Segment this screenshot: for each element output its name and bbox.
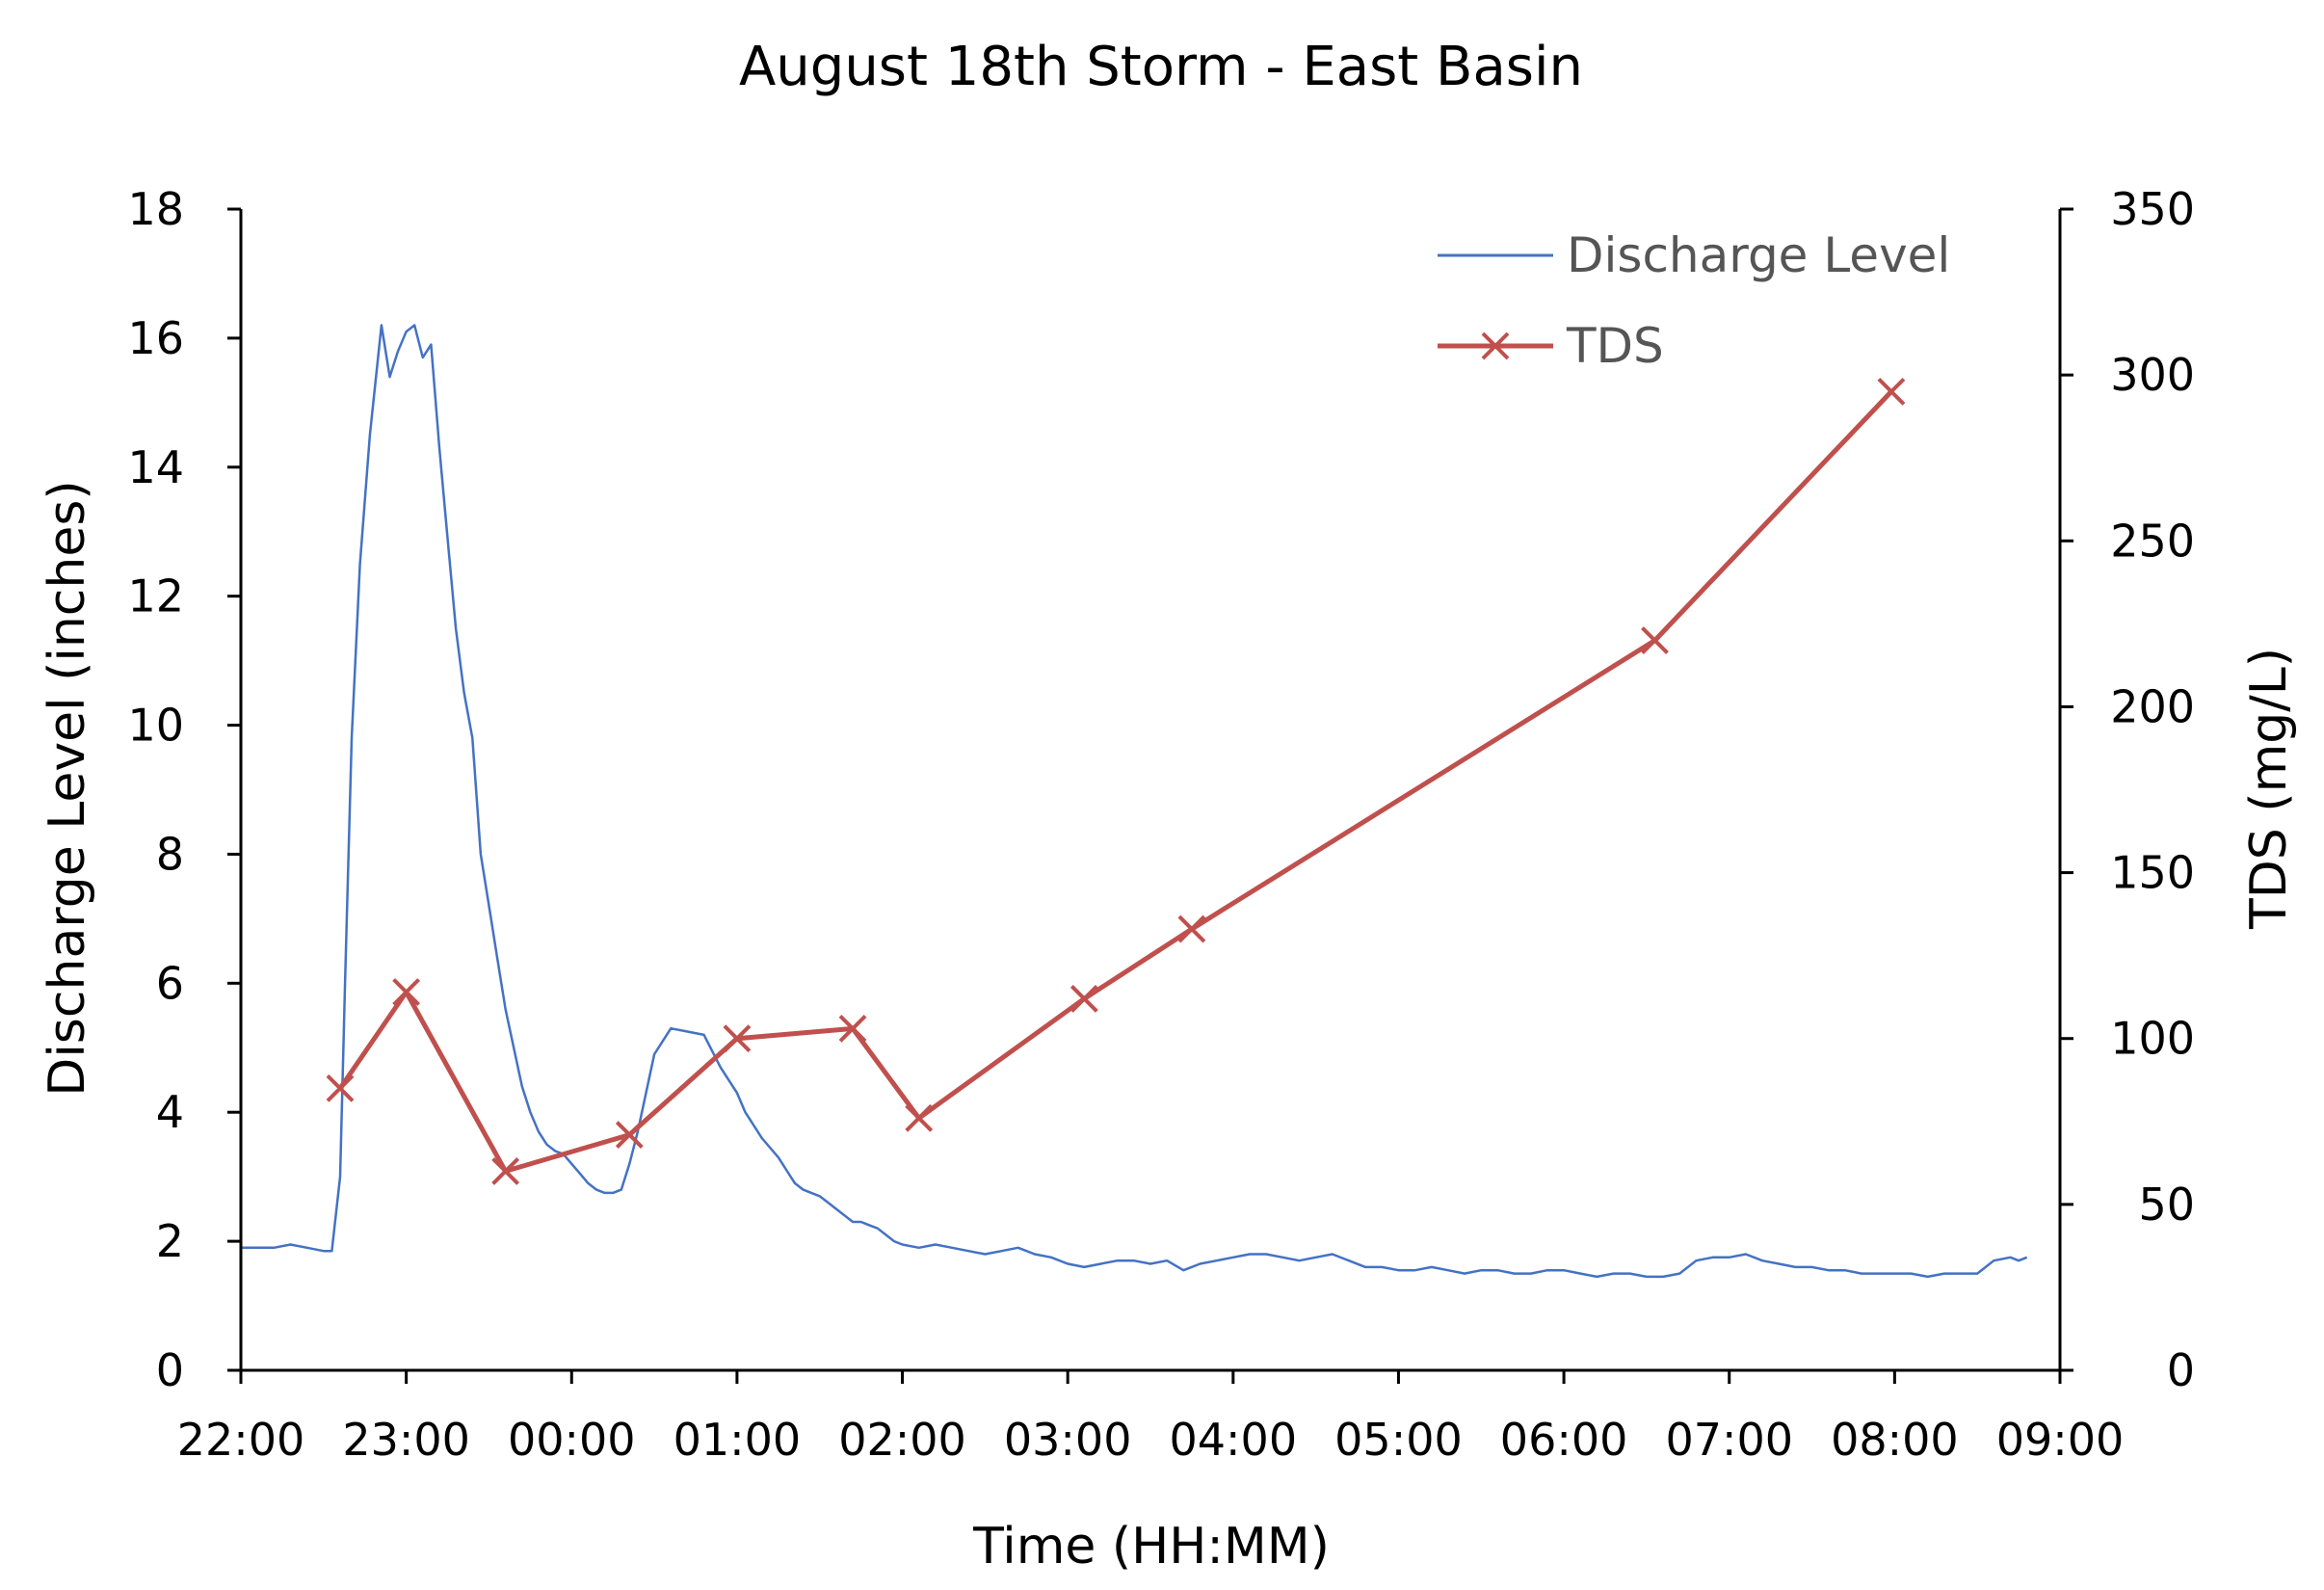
marker-stroke (615, 1121, 644, 1149)
tds-point (838, 1014, 867, 1043)
y-tick-label: 4 (156, 1086, 184, 1138)
x-tick-label: 05:00 (1334, 1414, 1463, 1466)
plot-area (241, 324, 2028, 1279)
x-tick-label: 09:00 (1996, 1414, 2125, 1466)
marker-stroke (1177, 914, 1206, 943)
marker-stroke (1481, 331, 1510, 360)
tds-point (491, 1157, 520, 1185)
tds-point (326, 1073, 355, 1102)
marker-stroke (392, 978, 421, 1006)
y2-tick-label: 0 (2167, 1344, 2195, 1396)
axes: 22:00 23:00 00:00 01:00 02:00 03:00 04:00 05:00… (127, 183, 2195, 1466)
marker-stroke (1641, 626, 1669, 654)
tds-point (723, 1024, 752, 1053)
marker-stroke (326, 1073, 355, 1102)
y-axis-title: Discharge Level (inches) (39, 480, 96, 1096)
y2-tick-label: 300 (2110, 349, 2195, 401)
legend-label-discharge: Discharge Level (1567, 227, 1950, 283)
legend-marker-tds (1481, 331, 1510, 360)
x-tick-label: 04:00 (1170, 1414, 1298, 1466)
y-tick-label: 8 (156, 828, 184, 880)
y-tick-label: 0 (156, 1344, 184, 1396)
tds-point (1641, 626, 1669, 654)
y-tick-label: 16 (127, 312, 184, 364)
tds-point (615, 1121, 644, 1149)
y2-axis-title: TDS (mg/L) (2240, 648, 2298, 930)
marker-stroke (491, 1157, 520, 1185)
series-discharge-line (241, 324, 2028, 1279)
y-tick-label: 2 (156, 1215, 184, 1267)
marker-stroke (1070, 984, 1098, 1013)
y-tick-label: 14 (127, 441, 184, 493)
x-tick-label: 07:00 (1665, 1414, 1793, 1466)
y2-tick-label: 100 (2110, 1013, 2195, 1065)
y2-tick-label: 200 (2110, 680, 2195, 732)
tds-point (1177, 914, 1206, 943)
x-axis-title: Time (HH:MM) (972, 1518, 1330, 1576)
marker-stroke (905, 1103, 934, 1132)
y-tick-label: 6 (156, 957, 184, 1009)
tds-point (392, 978, 421, 1006)
x-tick-label: 01:00 (673, 1414, 802, 1466)
legend-label-tds: TDS (1566, 318, 1664, 374)
y-tick-label: 10 (127, 700, 184, 752)
tds-point (1070, 984, 1098, 1013)
tds-point (1877, 377, 1906, 406)
y2-tick-label: 350 (2110, 183, 2195, 235)
chart-title: August 18th Storm - East Basin (739, 36, 1583, 98)
y-tick-label: 12 (127, 570, 184, 623)
y2-tick-label: 150 (2110, 847, 2195, 899)
legend: Discharge Level TDS (1438, 227, 1950, 374)
y2-tick-label: 50 (2138, 1179, 2195, 1231)
x-tick-label: 06:00 (1500, 1414, 1628, 1466)
marker-stroke (723, 1024, 752, 1053)
series-tds-line (337, 389, 1893, 1174)
x-tick-label: 22:00 (177, 1414, 305, 1466)
legend-x-marker (1481, 331, 1510, 360)
y-tick-label: 18 (127, 183, 184, 235)
marker-stroke (838, 1014, 867, 1043)
tds-point (905, 1103, 934, 1132)
x-tick-label: 23:00 (342, 1414, 470, 1466)
x-tick-label: 00:00 (508, 1414, 636, 1466)
x-tick-label: 03:00 (1004, 1414, 1132, 1466)
x-tick-label: 02:00 (838, 1414, 966, 1466)
x-tick-label: 08:00 (1831, 1414, 1959, 1466)
y2-tick-label: 250 (2110, 515, 2195, 567)
marker-stroke (1877, 377, 1906, 406)
